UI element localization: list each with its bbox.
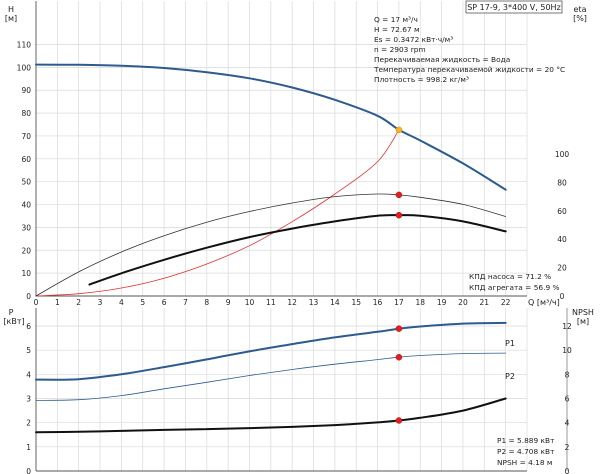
x-tick-label: 2 [76, 298, 81, 307]
left-tick-label: 5 [26, 346, 31, 355]
left-tick-label: 70 [21, 132, 31, 141]
left-tick-label: 0 [26, 292, 31, 301]
x-tick-label: 13 [309, 298, 319, 307]
bottom-right-axis-label-line2: [м] [577, 317, 589, 326]
x-tick-label: 19 [437, 298, 447, 307]
power-line: NPSH = 4.18 м [497, 458, 553, 467]
left-tick-label: 10 [21, 269, 31, 278]
right-tick-label: 0 [560, 292, 565, 301]
right-tick-label: 80 [557, 178, 567, 187]
series-label-p1: P1 [505, 339, 515, 348]
x-tick-label: 20 [458, 298, 468, 307]
x-axis-label: Q [м³/ч] [528, 298, 560, 307]
series-line-system [35, 129, 400, 297]
info-line: Es = 0.3472 кВт·ч/м³ [374, 35, 453, 44]
series-label-p2: P2 [505, 372, 515, 381]
x-tick-label: 14 [330, 298, 340, 307]
eff-line: КПД агрегата = 56.9 % [469, 283, 560, 292]
x-tick-label: 9 [226, 298, 231, 307]
left-tick-label: 110 [17, 41, 32, 50]
x-tick-label: 18 [415, 298, 425, 307]
bottom-left-axis-label-line1: P [9, 308, 14, 317]
eff-line: КПД насоса = 71.2 % [469, 272, 551, 281]
operating-point-marker [395, 325, 403, 332]
left-tick-label: 4 [26, 370, 31, 379]
x-tick-label: 0 [34, 298, 39, 307]
x-tick-label: 11 [266, 298, 276, 307]
left-tick-label: 1 [26, 443, 31, 452]
operating-point-marker [395, 126, 403, 134]
x-tick-label: 10 [245, 298, 255, 307]
x-tick-label: 15 [351, 298, 361, 307]
info-line: Перекачиваемая жидкость = Вода [374, 55, 510, 64]
x-tick-label: 6 [162, 298, 167, 307]
series-line-h [35, 63, 507, 191]
x-tick-label: 16 [373, 298, 383, 307]
left-tick-label: 20 [21, 246, 31, 255]
x-tick-label: 8 [204, 298, 209, 307]
info-line: H = 72.67 м [374, 25, 420, 34]
x-tick-label: 1 [55, 298, 60, 307]
series-line-npsh [35, 397, 507, 434]
x-tick-label: 21 [480, 298, 490, 307]
efficiency-info: КПД насоса = 71.2 % КПД агрегата = 56.9 … [469, 272, 560, 292]
bottom-left-axis-label-line2: [кВт] [3, 317, 24, 326]
x-tick-label: 12 [287, 298, 297, 307]
operating-point-marker [395, 211, 403, 219]
info-line: Температура перекачиваемой жидкости = 20… [373, 65, 565, 74]
bottom-right-axis-label-line1: NPSH [572, 308, 594, 317]
operating-point-marker [395, 191, 403, 199]
power-info: P1 = 5.889 кВт P2 = 4.708 кВт NPSH = 4.1… [497, 436, 555, 467]
operating-point-marker [395, 353, 403, 361]
left-tick-label: 3 [26, 395, 31, 404]
left-tick-label: 100 [17, 63, 32, 72]
marker-layer [395, 126, 403, 424]
right-tick-label: 20 [557, 264, 567, 273]
top-left-axis-label-line1: H [8, 5, 14, 14]
series-layer [35, 63, 507, 434]
left-tick-label: 30 [21, 223, 31, 232]
left-tick-label: 90 [21, 86, 31, 95]
top-left-axis-label-line2: [м] [5, 14, 17, 23]
left-tick-label: 2 [26, 419, 31, 428]
left-tick-label: 50 [21, 178, 31, 187]
power-line: P2 = 4.708 кВт [497, 447, 555, 456]
power-line: P1 = 5.889 кВт [497, 436, 555, 445]
info-line: n = 2903 rpm [374, 45, 426, 54]
right-tick-label: 60 [557, 207, 567, 216]
operating-point-marker [395, 417, 403, 424]
info-line: Плотность = 998.2 кг/м³ [374, 75, 469, 84]
info-line: Q = 17 м³/ч [374, 15, 418, 24]
x-tick-label: 5 [140, 298, 145, 307]
right-tick-label: 40 [557, 235, 567, 244]
operating-point-info: Q = 17 м³/ч H = 72.67 м Es = 0.3472 кВт·… [373, 15, 565, 84]
x-tick-label: 17 [394, 298, 404, 307]
top-right-axis-label-line1: eta [574, 5, 587, 14]
x-tick-label: 7 [183, 298, 188, 307]
series-line-p2 [35, 352, 507, 401]
series-line-eta-unit [88, 214, 507, 286]
left-tick-label: 60 [21, 155, 31, 164]
series-line-p1 [35, 321, 507, 381]
left-tick-label: 40 [21, 201, 31, 210]
top-right-axis-label-line2: [%] [573, 14, 587, 23]
right-tick-label: 100 [555, 150, 570, 159]
left-tick-label: 6 [26, 322, 31, 331]
left-tick-label: 80 [21, 109, 31, 118]
x-tick-label: 4 [119, 298, 124, 307]
x-tick-label: 3 [98, 298, 103, 307]
chart-title: SP 17-9, 3*400 V, 50Hz [467, 3, 561, 12]
series-line-eta-pump [35, 193, 507, 297]
x-tick-label: 22 [501, 298, 511, 307]
left-tick-label: 0 [26, 467, 31, 474]
chart-title-box [465, 0, 563, 14]
